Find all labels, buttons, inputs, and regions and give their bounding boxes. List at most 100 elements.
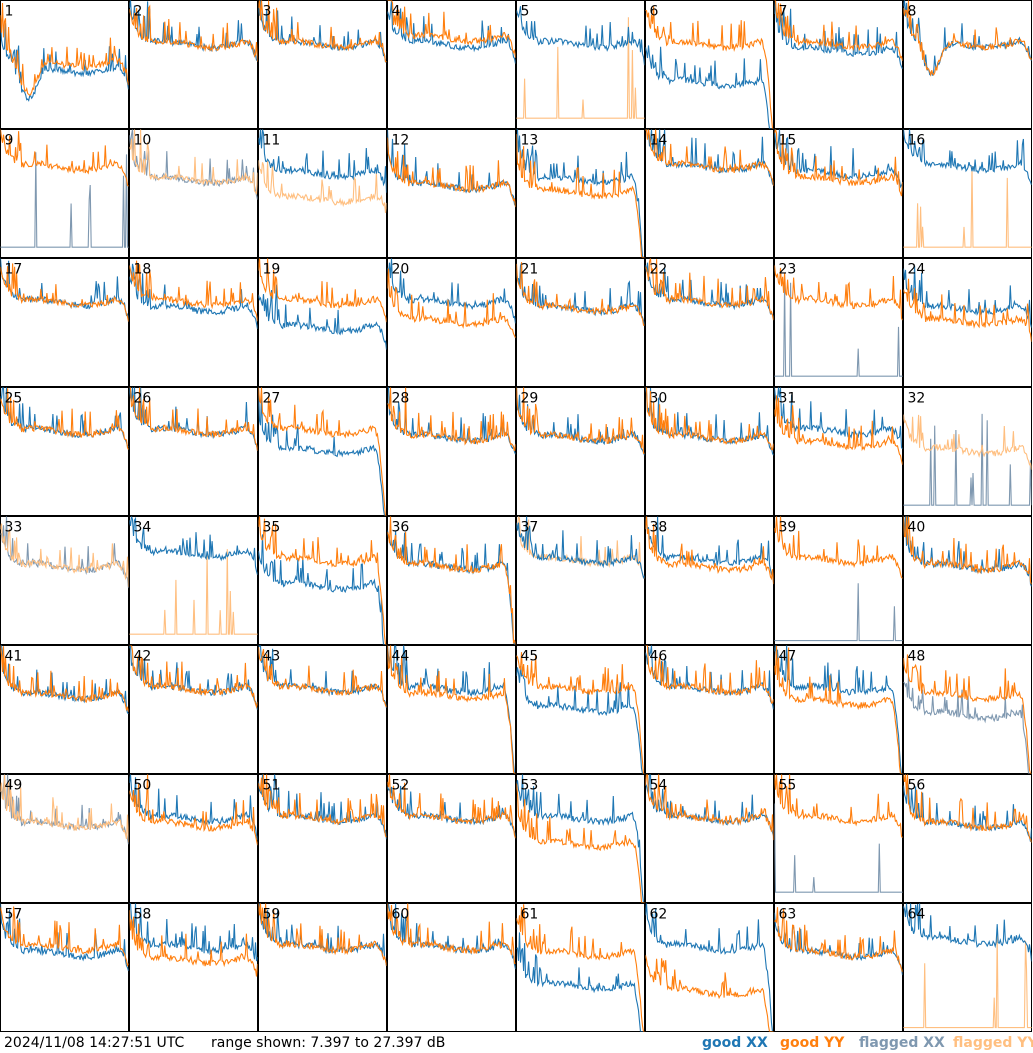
panel-48: 48 [903,645,1032,774]
series-flagged-xx [774,583,903,642]
legend-flagged-yy: flagged YY [953,1035,1033,1051]
series-good-yy [774,907,903,973]
panel-frame [129,516,258,645]
series-good-yy [903,0,1032,77]
panel-42: 42 [129,645,258,774]
series-good-xx [0,19,129,102]
panel-frame [774,903,903,1032]
panel-1: 1 [0,0,129,129]
panel-15: 15 [774,129,903,258]
series-good-yy [0,388,129,450]
series-good-yy [516,134,645,258]
panel-label: 42 [134,649,152,665]
panel-frame [387,903,516,1032]
panel-label: 30 [650,391,668,407]
series-good-xx [516,516,645,580]
panel-frame [516,516,645,645]
series-good-yy [774,774,903,839]
series-good-xx [516,665,645,774]
series-good-yy [258,387,387,516]
series-good-yy [516,652,645,774]
panel-frame [387,774,516,903]
series-good-xx [516,932,645,1032]
panel-frame [0,774,129,903]
panel-label: 56 [908,778,926,794]
panel-37: 37 [516,516,645,645]
panel-label: 57 [5,907,23,923]
series-good-yy [903,774,1032,843]
panel-frame [258,0,387,129]
panel-21: 21 [516,258,645,387]
panel-54: 54 [645,774,774,903]
panel-frame [387,645,516,774]
panel-57: 57 [0,903,129,1032]
series-good-xx [129,516,258,576]
series-good-xx [903,129,1032,186]
panel-label: 45 [521,649,539,665]
series-good-yy [903,516,1032,585]
panel-label: 11 [263,133,281,149]
panel-8: 8 [903,0,1032,129]
panel-label: 26 [134,391,152,407]
series-good-yy [387,137,516,208]
panel-frame [645,387,774,516]
panel-frame [903,0,1032,129]
series-good-yy [129,645,258,709]
panel-33: 33 [0,516,129,645]
panel-frame [258,258,387,387]
series-flagged-yy [258,160,387,213]
panel-frame [903,903,1032,1032]
panel-label: 28 [392,391,410,407]
panel-label: 37 [521,520,539,536]
panel-20: 20 [387,258,516,387]
series-good-xx [516,774,645,903]
series-good-xx [0,387,129,448]
panel-frame [258,903,387,1032]
panel-label: 9 [5,133,14,149]
series-good-xx [258,534,387,645]
series-good-xx [258,129,387,193]
panel-16: 16 [903,129,1032,258]
series-good-yy [774,129,903,197]
panel-label: 16 [908,133,926,149]
series-good-yy [516,387,645,454]
panel-label: 2 [134,4,143,20]
panel-12: 12 [387,129,516,258]
panel-label: 40 [908,520,926,536]
series-good-xx [774,387,903,450]
series-good-xx [774,0,903,70]
panel-label: 27 [263,391,281,407]
panel-label: 18 [134,262,152,278]
panel-44: 44 [387,645,516,774]
panel-5: 5 [516,0,645,129]
series-good-xx [387,258,516,324]
panel-11: 11 [258,129,387,258]
panel-label: 22 [650,262,668,278]
legend-good-yy: good YY [780,1035,845,1051]
panel-4: 4 [387,0,516,129]
panel-frame [258,645,387,774]
panel-frame [258,774,387,903]
panel-label: 49 [5,778,23,794]
panel-label: 54 [650,778,668,794]
series-good-yy [387,774,516,839]
series-good-yy [774,516,903,579]
panel-6: 6 [645,0,774,129]
series-good-xx [645,516,774,582]
panel-10: 10 [129,129,258,258]
series-good-yy [387,516,516,645]
series-good-yy [387,387,516,452]
series-good-xx [516,6,645,66]
panel-frame [774,0,903,129]
panel-58: 58 [129,903,258,1032]
panel-frame [387,516,516,645]
series-good-yy [516,262,645,327]
panel-60: 60 [387,903,516,1032]
panel-35: 35 [258,516,387,645]
series-good-xx [903,903,1032,962]
panel-53: 53 [516,774,645,903]
panel-label: 1 [5,4,14,20]
series-flagged-yy [129,549,258,635]
panel-61: 61 [516,903,645,1032]
